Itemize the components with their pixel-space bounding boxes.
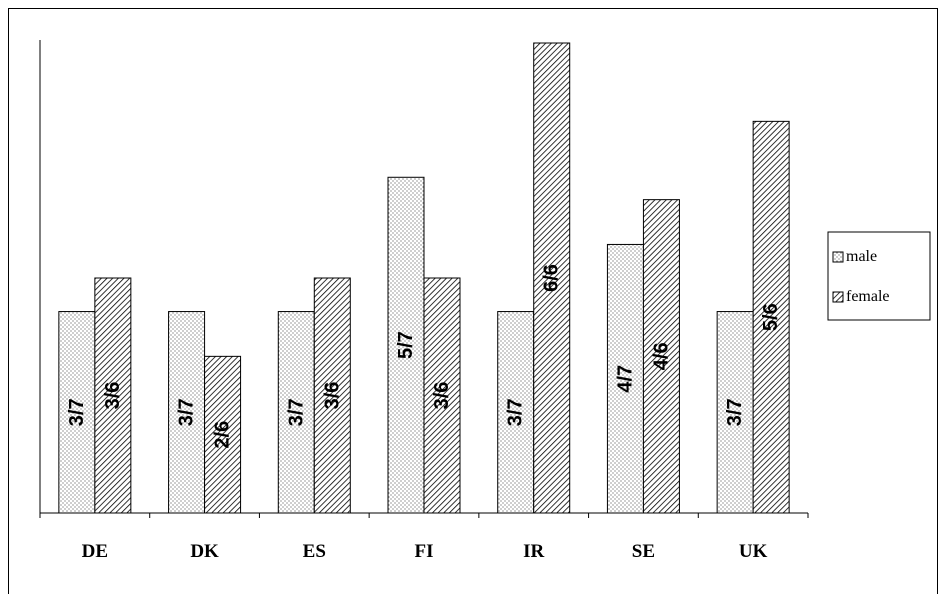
data-label-male-fi: 5/7 — [395, 331, 417, 359]
legend-label-female: female — [846, 288, 890, 305]
bar-male-de — [58, 311, 96, 514]
data-label-female-ir: 6/6 — [541, 264, 563, 292]
data-label-female-fi: 3/6 — [431, 382, 453, 410]
data-label-female-se: 4/6 — [650, 342, 672, 370]
bar-male-ir — [497, 311, 535, 514]
bar-female-es — [313, 277, 351, 514]
category-label-dk: DK — [190, 541, 219, 562]
category-label-es: ES — [303, 541, 326, 562]
data-label-female-uk: 5/6 — [760, 303, 782, 331]
legend-label-male: male — [846, 248, 877, 265]
bar-male-se — [606, 243, 644, 514]
category-labels: DE DK ES FI IR SE UK — [82, 541, 768, 562]
bar-female-dk — [204, 355, 242, 514]
legend-swatch-male — [832, 251, 844, 263]
legend: male female — [827, 231, 931, 321]
category-label-uk: UK — [739, 541, 768, 562]
bar-female-fi — [423, 277, 461, 514]
bar-male-es — [277, 311, 315, 514]
bar-female-uk — [752, 120, 790, 514]
chart-frame — [8, 8, 938, 594]
legend-swatch-female — [832, 291, 844, 303]
bar-male-uk — [716, 311, 754, 514]
data-labels: 3/7 3/6 3/7 2/6 3/7 3/6 5/7 3/6 3/7 6/6 4/7 4/6 3/7 5… — [66, 264, 782, 448]
data-label-male-de: 3/7 — [66, 398, 88, 426]
data-label-male-uk: 3/7 — [724, 398, 746, 426]
data-label-female-de: 3/6 — [102, 382, 124, 410]
category-label-fi: FI — [415, 541, 434, 562]
bars — [58, 42, 790, 514]
data-label-female-es: 3/6 — [321, 382, 343, 410]
bar-female-ir — [533, 42, 571, 514]
legend-box — [827, 231, 931, 321]
data-label-male-dk: 3/7 — [176, 398, 198, 426]
bar-female-se — [642, 199, 680, 514]
bar-male-fi — [387, 176, 425, 514]
bar-female-de — [94, 277, 132, 514]
data-label-male-ir: 3/7 — [505, 398, 527, 426]
data-label-male-se: 4/7 — [614, 365, 636, 393]
category-label-se: SE — [632, 541, 655, 562]
category-label-ir: IR — [523, 541, 544, 562]
data-label-male-es: 3/7 — [285, 398, 307, 426]
data-label-female-dk: 2/6 — [212, 421, 234, 449]
category-label-de: DE — [82, 541, 108, 562]
